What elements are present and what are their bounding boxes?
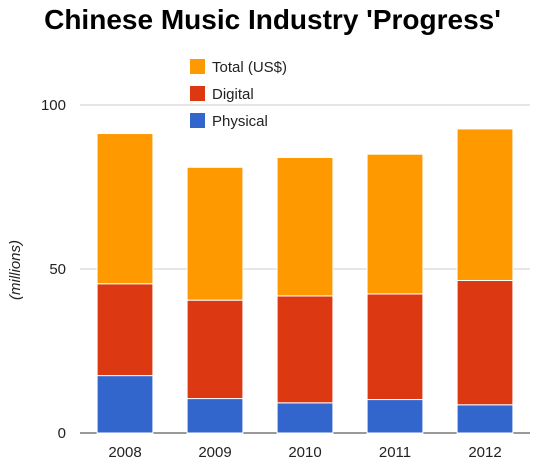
bars: [96, 128, 514, 434]
legend-label: Physical: [212, 113, 268, 130]
y-axis-title: (millions): [7, 240, 24, 300]
legend-item: Total (US$): [190, 59, 287, 76]
x-tick-label: 2012: [468, 444, 501, 461]
bar-segment-digital: [186, 299, 244, 400]
legend-swatch: [190, 113, 205, 128]
chart-title: Chinese Music Industry 'Progress': [44, 4, 501, 35]
legend-item: Physical: [190, 113, 268, 130]
bar-segment-physical: [366, 399, 424, 434]
legend: Total (US$) Digital Physical: [190, 59, 287, 130]
bar-segment-total-us: [186, 166, 244, 301]
bar-segment-total-us: [366, 153, 424, 295]
x-axis-ticks: 2008 2009 2010 2011 2012: [108, 444, 501, 461]
bar-segment-physical: [456, 404, 514, 434]
bar-segment-physical: [96, 375, 154, 434]
y-tick-label: 0: [58, 425, 66, 442]
legend-swatch: [190, 59, 205, 74]
bar-segment-digital: [456, 279, 514, 406]
legend-item: Digital: [190, 86, 254, 103]
bar-segment-total-us: [456, 128, 514, 281]
legend-label: Total (US$): [212, 59, 287, 76]
y-tick-label: 50: [49, 261, 66, 278]
legend-label: Digital: [212, 86, 254, 103]
bar-segment-physical: [186, 398, 244, 434]
bar-segment-total-us: [276, 156, 334, 297]
legend-swatch: [190, 86, 205, 101]
x-tick-label: 2011: [379, 444, 411, 461]
x-tick-label: 2008: [108, 444, 141, 461]
x-tick-label: 2009: [198, 444, 231, 461]
bar-segment-physical: [276, 402, 334, 434]
y-tick-label: 100: [41, 97, 66, 114]
bar-segment-total-us: [96, 133, 154, 285]
bar-segment-digital: [366, 293, 424, 401]
x-tick-label: 2010: [288, 444, 321, 461]
bar-segment-digital: [96, 283, 154, 377]
y-axis-ticks: 0 50 100: [41, 97, 66, 442]
bar-segment-digital: [276, 295, 334, 404]
